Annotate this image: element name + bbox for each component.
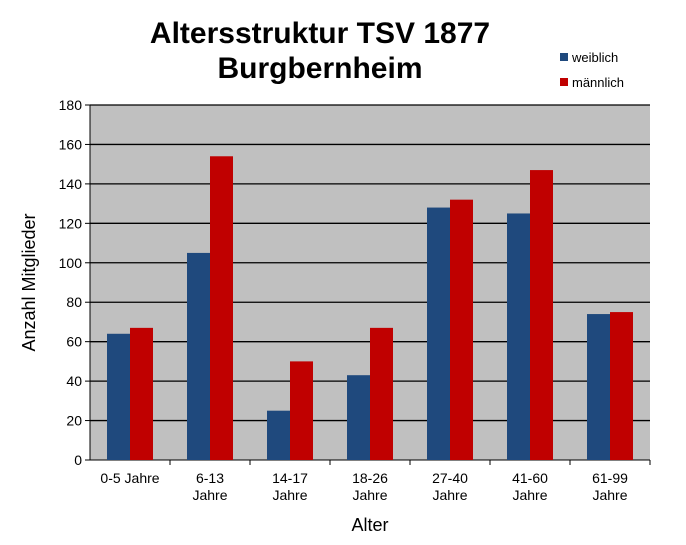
bar-weiblich bbox=[107, 333, 130, 460]
bar-maennlich bbox=[130, 327, 153, 460]
x-tick-label: 14-17 bbox=[272, 470, 308, 486]
legend-label: weiblich bbox=[571, 50, 618, 65]
chart-title: Altersstruktur TSV 1877 bbox=[150, 17, 490, 50]
y-tick-label: 80 bbox=[66, 294, 82, 310]
bar-maennlich bbox=[290, 361, 313, 460]
x-tick-label: 41-60 bbox=[512, 470, 548, 486]
y-tick-label: 160 bbox=[59, 136, 83, 152]
bar-maennlich bbox=[450, 199, 473, 460]
x-tick-label: Jahre bbox=[512, 487, 547, 503]
x-tick-label: Jahre bbox=[352, 487, 387, 503]
bar-maennlich bbox=[530, 170, 553, 461]
x-tick-label: 18-26 bbox=[352, 470, 388, 486]
x-tick-label: Jahre bbox=[272, 487, 307, 503]
bar-weiblich bbox=[507, 213, 530, 460]
legend-label: männlich bbox=[572, 75, 624, 90]
bar-weiblich bbox=[347, 375, 370, 460]
x-tick-label: Jahre bbox=[192, 487, 227, 503]
y-tick-label: 180 bbox=[59, 97, 83, 113]
x-tick-label: 0-5 Jahre bbox=[100, 470, 159, 486]
x-axis-title: Alter bbox=[351, 515, 388, 535]
bar-weiblich bbox=[427, 207, 450, 460]
x-tick-label: 6-13 bbox=[196, 470, 224, 486]
x-tick-label: Jahre bbox=[432, 487, 467, 503]
bar-maennlich bbox=[370, 327, 393, 460]
y-tick-label: 0 bbox=[74, 452, 82, 468]
y-tick-label: 140 bbox=[59, 176, 83, 192]
y-axis-title: Anzahl Mitglieder bbox=[19, 213, 39, 351]
y-tick-label: 60 bbox=[66, 334, 82, 350]
bar-weiblich bbox=[267, 410, 290, 460]
x-tick-label: 27-40 bbox=[432, 470, 468, 486]
y-tick-label: 100 bbox=[59, 255, 83, 271]
bar-maennlich bbox=[610, 312, 633, 460]
bar-maennlich bbox=[210, 156, 233, 460]
x-tick-label: 61-99 bbox=[592, 470, 628, 486]
x-tick-label: Jahre bbox=[592, 487, 627, 503]
chart-title: Burgbernheim bbox=[217, 52, 422, 85]
legend-swatch bbox=[560, 78, 568, 86]
bar-weiblich bbox=[587, 314, 610, 460]
y-tick-label: 20 bbox=[66, 413, 82, 429]
y-tick-label: 120 bbox=[59, 215, 83, 231]
legend-swatch bbox=[560, 53, 568, 61]
y-tick-label: 40 bbox=[66, 373, 82, 389]
bar-weiblich bbox=[187, 252, 210, 460]
